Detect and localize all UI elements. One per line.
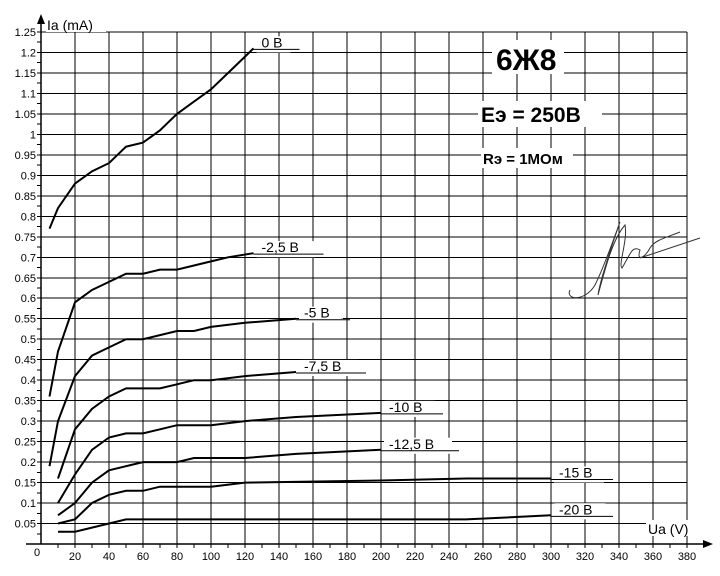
y-axis-arrow-icon [37, 14, 45, 24]
y-tick-label: 1.05 [15, 109, 36, 121]
y-tick-label: 1.2 [21, 47, 36, 59]
y-tick-label: 0.7 [21, 252, 36, 264]
curve-series [48, 252, 254, 397]
curves [48, 47, 552, 533]
annotation-re: Rэ = 1МОм [483, 151, 563, 168]
curve-label: -2,5 В [262, 239, 299, 255]
y-tick-label: 0.55 [15, 314, 36, 326]
y-tick-label: 0.4 [21, 375, 36, 387]
curve-label: -15 В [559, 464, 592, 480]
grid [37, 31, 688, 548]
x-tick-label: 360 [644, 551, 662, 563]
y-tick-label: 0.75 [15, 232, 36, 244]
curve-labels: 0 В -2,5 В -5 В -7,5 В -10 В -12,5 В -15 В -20 … [253, 34, 613, 520]
x-tick-label: 60 [137, 551, 149, 563]
curve-label-bg [386, 437, 452, 450]
y-tick-label: 1.1 [21, 88, 36, 100]
x-tick-label: 220 [406, 551, 424, 563]
x-tick-label: 240 [440, 551, 458, 563]
y-tick-label: 1 [30, 129, 36, 141]
y-tick-label: 0.05 [15, 519, 36, 531]
x-tick-label: 200 [372, 551, 390, 563]
curve-series [57, 448, 382, 517]
y-tick-label: 0.35 [15, 396, 36, 408]
curve-label: -7,5 В [304, 358, 341, 374]
annotation-ee: Eэ = 250В [481, 104, 581, 127]
y-axis-label: Ia (mA) [47, 17, 93, 33]
curve-label-bg [556, 503, 606, 516]
x-tick-label: 300 [542, 551, 560, 563]
y-tick-label: 0.15 [15, 478, 36, 490]
x-tick-label: 380 [678, 551, 696, 563]
curve-label-bg [301, 306, 343, 319]
x-tick-label: 320 [576, 551, 594, 563]
y-tick-label: 1.15 [15, 68, 36, 80]
curve-label: 0 В [262, 34, 283, 50]
y-tick-label: 0.65 [15, 273, 36, 285]
y-tick-label: 0.25 [15, 437, 36, 449]
y-tick-label: 0.45 [15, 355, 36, 367]
y-tick-label: 0.8 [21, 211, 36, 223]
x-tick-label: 40 [103, 551, 115, 563]
x-tick-label: 80 [171, 551, 183, 563]
x-axis-arrow-icon [703, 540, 713, 548]
x-tick-label: 120 [236, 551, 254, 563]
x-axis-label: Ua (V) [648, 521, 688, 537]
curve-series [48, 47, 255, 229]
curve-label-bg [258, 36, 293, 49]
curve-series [57, 411, 382, 504]
y-tick-label: 0.9 [21, 170, 36, 182]
x-tick-label: 160 [304, 551, 322, 563]
axis-ticks: 20 40 60 80 100 120 140 160 180 200 220 240 260 280 30… [15, 27, 697, 563]
curve-series [57, 477, 551, 525]
signature [568, 221, 701, 299]
x-tick-label: 180 [338, 551, 356, 563]
chart-title: 6Ж8 [496, 44, 556, 77]
origin-label: 0 [34, 547, 40, 559]
y-tick-label: 0.2 [21, 457, 36, 469]
curve-label: -20 В [559, 501, 592, 517]
curve-label-bg [556, 466, 606, 479]
y-tick-label: 0.1 [21, 498, 36, 510]
y-tick-label: 0.5 [21, 334, 36, 346]
y-tick-label: 1.25 [15, 27, 36, 39]
x-tick-label: 140 [270, 551, 288, 563]
curve-label: -12,5 В [389, 436, 434, 452]
y-tick-label: 0.6 [21, 293, 36, 305]
y-tick-label: 0.3 [21, 416, 36, 428]
curve-label: -10 В [389, 399, 422, 415]
y-tick-label: 0.95 [15, 150, 36, 162]
x-tick-label: 100 [202, 551, 220, 563]
curve-series [48, 317, 297, 467]
x-tick-label: 20 [69, 551, 81, 563]
curve-series [58, 514, 552, 533]
x-tick-label: 280 [508, 551, 526, 563]
curve-label-bg [386, 400, 436, 413]
y-tick-label: 0.85 [15, 191, 36, 203]
curve-label-bg [258, 241, 317, 254]
curve-label: -5 В [304, 305, 330, 321]
curve-series [57, 371, 297, 479]
curve-label-bg [301, 359, 359, 372]
x-tick-label: 260 [474, 551, 492, 563]
x-tick-label: 340 [610, 551, 628, 563]
